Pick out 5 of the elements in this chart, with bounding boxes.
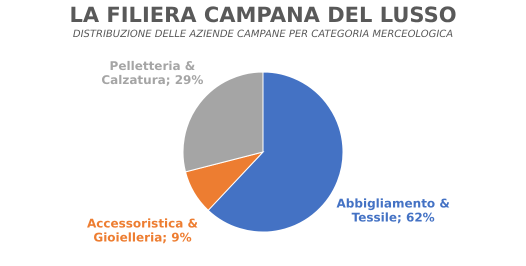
chart-subtitle: DISTRIBUZIONE DELLE AZIENDE CAMPANE PER CATEGORIA MERCEOLOGICA (72, 29, 454, 40)
chart-title: LA FILIERA CAMPANA DEL LUSSO (69, 3, 457, 27)
slice-label: Abbigliamento & Tessile; 62% (336, 196, 450, 225)
slice-label: Accessoristica & Gioielleria; 9% (86, 216, 198, 244)
slice-label: Pelletteria & Calzatura; 29% (101, 59, 204, 88)
